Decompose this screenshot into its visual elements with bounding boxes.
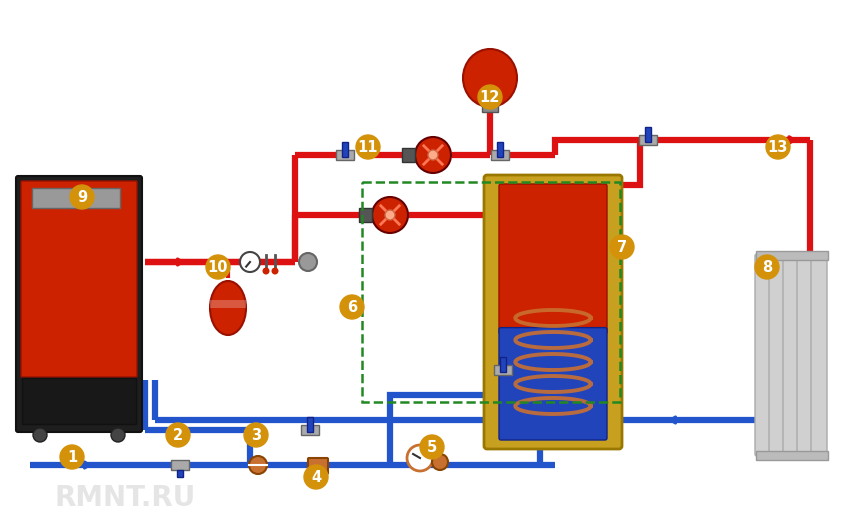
Circle shape	[755, 255, 779, 279]
Circle shape	[340, 295, 364, 319]
Circle shape	[420, 435, 444, 459]
Circle shape	[271, 268, 279, 275]
Circle shape	[249, 456, 267, 474]
FancyBboxPatch shape	[783, 254, 799, 456]
Circle shape	[263, 268, 269, 275]
FancyBboxPatch shape	[482, 104, 498, 112]
Text: 10: 10	[207, 260, 229, 275]
Circle shape	[111, 428, 125, 442]
Text: 12: 12	[479, 90, 500, 104]
Text: 6: 6	[347, 299, 357, 314]
FancyBboxPatch shape	[171, 460, 189, 470]
Ellipse shape	[463, 49, 517, 107]
Ellipse shape	[210, 281, 246, 335]
Circle shape	[166, 423, 190, 447]
Text: 7: 7	[617, 240, 627, 254]
FancyBboxPatch shape	[32, 188, 120, 208]
Bar	[210, 300, 246, 308]
Circle shape	[372, 197, 408, 233]
Circle shape	[766, 135, 790, 159]
Circle shape	[206, 255, 230, 279]
Circle shape	[304, 465, 328, 489]
FancyBboxPatch shape	[308, 458, 328, 474]
Circle shape	[478, 85, 502, 109]
FancyBboxPatch shape	[494, 365, 512, 375]
FancyBboxPatch shape	[336, 150, 354, 160]
Text: 2: 2	[173, 428, 183, 443]
FancyBboxPatch shape	[16, 176, 142, 432]
Bar	[500, 357, 506, 372]
FancyBboxPatch shape	[499, 328, 607, 440]
Bar	[756, 451, 828, 460]
FancyBboxPatch shape	[484, 175, 622, 449]
Text: 13: 13	[768, 139, 788, 155]
Bar	[307, 417, 313, 432]
Circle shape	[244, 423, 268, 447]
Circle shape	[299, 253, 317, 271]
Text: 9: 9	[77, 190, 87, 205]
Text: 8: 8	[762, 260, 772, 275]
Text: 11: 11	[358, 139, 378, 155]
Text: 5: 5	[427, 439, 437, 455]
FancyBboxPatch shape	[797, 254, 813, 456]
FancyBboxPatch shape	[22, 378, 136, 424]
Bar	[497, 142, 503, 157]
Bar	[359, 208, 372, 222]
Bar	[362, 182, 620, 402]
FancyBboxPatch shape	[499, 184, 607, 334]
Circle shape	[432, 454, 448, 470]
Bar	[177, 470, 183, 477]
Text: RMNT.RU: RMNT.RU	[54, 484, 196, 512]
Text: 3: 3	[251, 428, 261, 443]
Circle shape	[385, 210, 395, 220]
FancyBboxPatch shape	[755, 254, 771, 456]
Text: 1: 1	[67, 449, 77, 464]
FancyBboxPatch shape	[21, 181, 137, 377]
Circle shape	[407, 445, 433, 471]
Circle shape	[33, 428, 47, 442]
Text: 4: 4	[311, 470, 321, 484]
FancyBboxPatch shape	[301, 425, 319, 435]
Circle shape	[240, 252, 260, 272]
FancyBboxPatch shape	[491, 150, 509, 160]
FancyBboxPatch shape	[811, 254, 827, 456]
FancyBboxPatch shape	[639, 135, 657, 145]
Bar	[756, 251, 828, 260]
Circle shape	[415, 137, 451, 173]
Circle shape	[70, 185, 94, 209]
Bar	[645, 127, 651, 142]
FancyBboxPatch shape	[769, 254, 785, 456]
Circle shape	[610, 235, 634, 259]
Circle shape	[428, 150, 438, 160]
Bar	[402, 148, 415, 162]
Circle shape	[60, 445, 84, 469]
Bar	[342, 142, 348, 157]
Circle shape	[356, 135, 380, 159]
